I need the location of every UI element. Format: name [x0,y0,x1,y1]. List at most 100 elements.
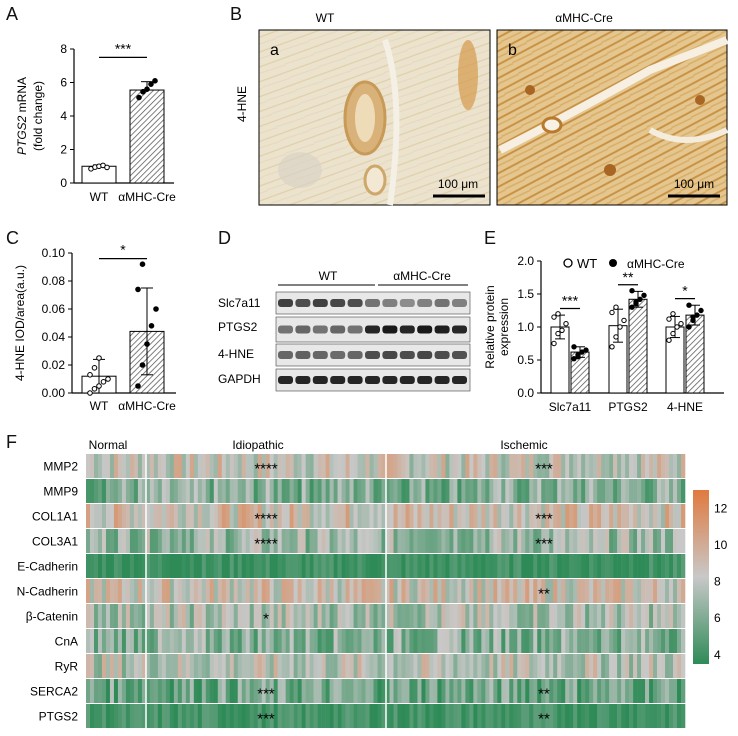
heatmap-cell [165,654,171,678]
blot-band [330,325,346,334]
colorbar-tick-label: 10 [714,538,728,552]
blot-band [278,299,293,307]
heatmap-cell [133,604,139,628]
heatmap-cell [521,704,526,728]
heatmap-cell [165,579,171,603]
heatmap-cell [429,604,434,628]
heatmap-cell [637,504,642,528]
heatmap-cell [669,654,674,678]
heatmap-cell [665,629,670,653]
heatmap-cell [141,579,147,603]
heatmap-cell [141,504,147,528]
heatmap-cell [153,554,159,578]
heatmap-cell [285,579,290,603]
heatmap-cell [197,654,203,678]
heatmap-cell [353,629,358,653]
heatmap-cell [605,554,610,578]
heatmap-cell [501,554,506,578]
y-axis-label-2: (fold change) [31,81,45,151]
heatmap-cell [297,454,302,478]
heatmap-cell [485,554,490,578]
heatmap-cell [469,579,474,603]
heatmap-cell [517,579,522,603]
blot-label-4hne: 4-HNE [218,347,254,361]
heatmap-cell [581,679,586,703]
heatmap-cell [473,679,478,703]
heatmap-cell [561,679,566,703]
heatmap-cell [313,654,318,678]
heatmap-cell [129,629,135,653]
heatmap-cell [357,529,362,553]
heatmap-cell [589,579,594,603]
heatmap-cell [565,679,570,703]
heatmap-cell [169,579,175,603]
heatmap-cell [441,504,446,528]
heatmap-cell [629,679,634,703]
heatmap-cell [525,529,530,553]
heatmap-row-label: RyR [55,660,79,674]
heatmap-cell [489,454,494,478]
heatmap-cell [505,479,510,503]
heatmap-cell [249,604,255,628]
heatmap-cell [273,654,278,678]
heatmap-cell [493,654,498,678]
heatmap-cell [605,579,610,603]
heatmap-cell [633,454,638,478]
heatmap-cell [341,654,346,678]
heatmap-cell [305,679,310,703]
micrograph-panel: WT αMHC-Cre 4-HNE a 100 μm b 100 μm [235,11,729,206]
heatmap-cell [529,529,534,553]
heatmap-cell [549,529,554,553]
heatmap-cell [461,704,466,728]
heatmap-cell [133,554,139,578]
heatmap-cell [453,704,458,728]
heatmap-cell [177,454,183,478]
heatmap-cell [89,654,95,678]
heatmap-cell [353,479,358,503]
heatmap-cell [197,554,203,578]
heatmap-cell [453,454,458,478]
heatmap-cell [105,529,111,553]
heatmap-cell [181,604,187,628]
heatmap-cell [313,454,318,478]
heatmap-cell [677,579,682,603]
heatmap-cell [417,529,422,553]
heatmap-cell [661,654,666,678]
heatmap-cell [649,454,654,478]
heatmap-cell [457,479,462,503]
heatmap-cell [381,579,386,603]
heatmap-cell [193,504,199,528]
heatmap-cell [269,704,274,728]
heatmap-cell [569,704,574,728]
heatmap-cell [577,629,582,653]
heatmap-cell [257,454,262,478]
heatmap-cell [657,654,662,678]
heatmap-cell [321,604,326,628]
heatmap-cell [325,504,330,528]
heatmap-cell [441,629,446,653]
heatmap-cell [521,504,526,528]
heatmap-cell [357,579,362,603]
micrograph-b-letter: b [508,42,517,59]
heatmap-cell [609,704,614,728]
heatmap-cell [113,579,119,603]
heatmap-cell [497,629,502,653]
heatmap-cell [509,629,514,653]
heatmap-cell [553,454,558,478]
heatmap-cell [641,629,646,653]
heatmap-cell [677,704,682,728]
heatmap-cell [397,654,402,678]
heatmap-cell [213,679,219,703]
heatmap-cell [161,654,167,678]
heatmap-cell [621,529,626,553]
heatmap-cell [309,629,314,653]
heatmap-cell [409,679,414,703]
heatmap-cell [93,554,99,578]
heatmap-cell [569,504,574,528]
heatmap-cell [341,579,346,603]
heatmap-cell [337,654,342,678]
colorbar-tick-label: 6 [714,611,721,625]
heatmap-cell [117,579,123,603]
heatmap-cell [321,679,326,703]
